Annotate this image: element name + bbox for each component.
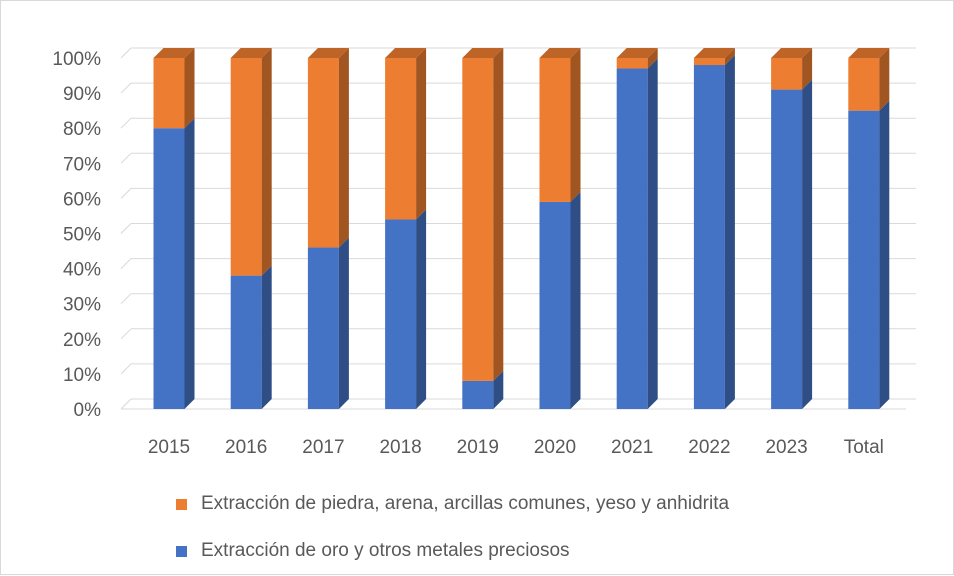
gridline-diagonal [120, 258, 132, 269]
bar-top-2019 [462, 48, 504, 58]
bar-top-2016 [230, 48, 272, 58]
x-tick-label: 2022 [688, 437, 730, 458]
gridline-diagonal [120, 363, 132, 375]
bar-2016-series-0 [230, 275, 262, 409]
y-tick-label: 40% [63, 260, 101, 281]
legend-label-stone: Extracción de piedra, arena, arcillas co… [201, 493, 730, 514]
gridline-diagonal [120, 293, 132, 305]
bar-side-2018-series-0 [416, 209, 427, 409]
bar-Total-series-0 [848, 110, 880, 410]
legend-label-gold: Extracción de oro y otros metales precio… [201, 540, 570, 561]
x-tick-label: 2020 [534, 437, 576, 458]
gridline-diagonal [120, 152, 132, 164]
bar-top-2018 [385, 48, 427, 58]
bar-side-2017-series-0 [338, 237, 349, 409]
x-tick-label: 2019 [457, 437, 499, 458]
bar-top-2023 [771, 48, 813, 58]
bar-2019-series-0 [462, 380, 494, 409]
bar-top-2017 [307, 48, 349, 58]
gridline-diagonal [120, 223, 132, 234]
bar-side-2021-series-1 [647, 48, 658, 69]
y-tick-label: 0% [74, 400, 102, 421]
y-tick-label: 90% [63, 84, 101, 105]
y-tick-label: 70% [63, 154, 101, 175]
bar-side-Total-series-0 [879, 100, 890, 410]
bar-2016-series-1 [230, 58, 262, 276]
gridline-diagonal [120, 188, 132, 199]
bar-2018-series-0 [385, 219, 417, 409]
bar-side-2019-series-0 [493, 370, 504, 409]
legend-item-gold: Extracción de oro y otros metales precio… [176, 540, 570, 562]
y-tick-label: 100% [52, 49, 101, 70]
x-tick-label: 2017 [302, 437, 344, 458]
y-tick-label: 20% [63, 330, 101, 351]
y-tick-label: 50% [63, 225, 101, 246]
bar-side-2022-series-0 [724, 55, 735, 410]
bar-top-2015 [153, 48, 195, 58]
y-tick-label: 10% [63, 365, 101, 386]
bar-2018-series-1 [385, 58, 417, 220]
bar-2021-series-0 [616, 68, 648, 409]
bar-2023-series-1 [771, 58, 803, 90]
bar-side-2017-series-1 [338, 48, 349, 248]
y-tick-label: 30% [63, 295, 101, 316]
gridline-diagonal [120, 82, 132, 94]
bar-side-Total-series-1 [879, 48, 890, 111]
bar-side-2015-series-0 [184, 118, 195, 409]
bar-top-Total [848, 48, 890, 58]
bar-2020-series-1 [539, 58, 571, 202]
bar-side-2015-series-1 [184, 48, 195, 129]
bar-Total-series-1 [848, 58, 880, 111]
x-tick-label: 2021 [611, 437, 653, 458]
gridline-diagonal [120, 117, 132, 129]
bar-side-2023-series-1 [802, 48, 813, 90]
bar-side-2021-series-0 [647, 58, 658, 409]
bar-side-2022-series-1 [724, 48, 735, 66]
x-tick-label: 2018 [379, 437, 421, 458]
bar-2022-series-1 [693, 58, 725, 66]
y-tick-label: 60% [63, 189, 101, 210]
bar-top-2021 [616, 48, 658, 58]
legend-swatch-gold [176, 545, 187, 557]
bar-2020-series-0 [539, 201, 571, 409]
bar-side-2018-series-1 [416, 48, 427, 220]
bar-2017-series-1 [307, 58, 339, 248]
bar-top-2020 [539, 48, 581, 58]
legend-item-stone: Extracción de piedra, arena, arcillas co… [176, 493, 729, 515]
y-tick-label: 80% [63, 119, 101, 140]
x-tick-label: 2016 [225, 437, 267, 458]
bar-side-2016-series-0 [261, 265, 272, 409]
bar-side-2023-series-0 [802, 79, 813, 409]
bar-top-2022 [693, 48, 735, 58]
bar-2017-series-0 [307, 247, 339, 409]
bar-side-2020-series-1 [570, 48, 581, 202]
gridline-diagonal [120, 328, 132, 340]
legend-swatch-stone [176, 498, 187, 510]
gridline-diagonal [120, 47, 132, 59]
x-tick-label: Total [844, 437, 884, 458]
bar-side-2016-series-1 [261, 48, 272, 276]
bar-2015-series-0 [153, 128, 185, 409]
x-tick-label: 2015 [148, 437, 190, 458]
bar-side-2019-series-1 [493, 48, 504, 381]
bar-2023-series-0 [771, 89, 803, 409]
bar-2021-series-1 [616, 58, 648, 69]
bar-2019-series-1 [462, 58, 494, 381]
bar-side-2020-series-0 [570, 191, 581, 409]
bar-2015-series-1 [153, 58, 185, 129]
gridline-diagonal [120, 398, 132, 410]
bar-2022-series-0 [693, 65, 725, 410]
x-tick-label: 2023 [765, 437, 807, 458]
